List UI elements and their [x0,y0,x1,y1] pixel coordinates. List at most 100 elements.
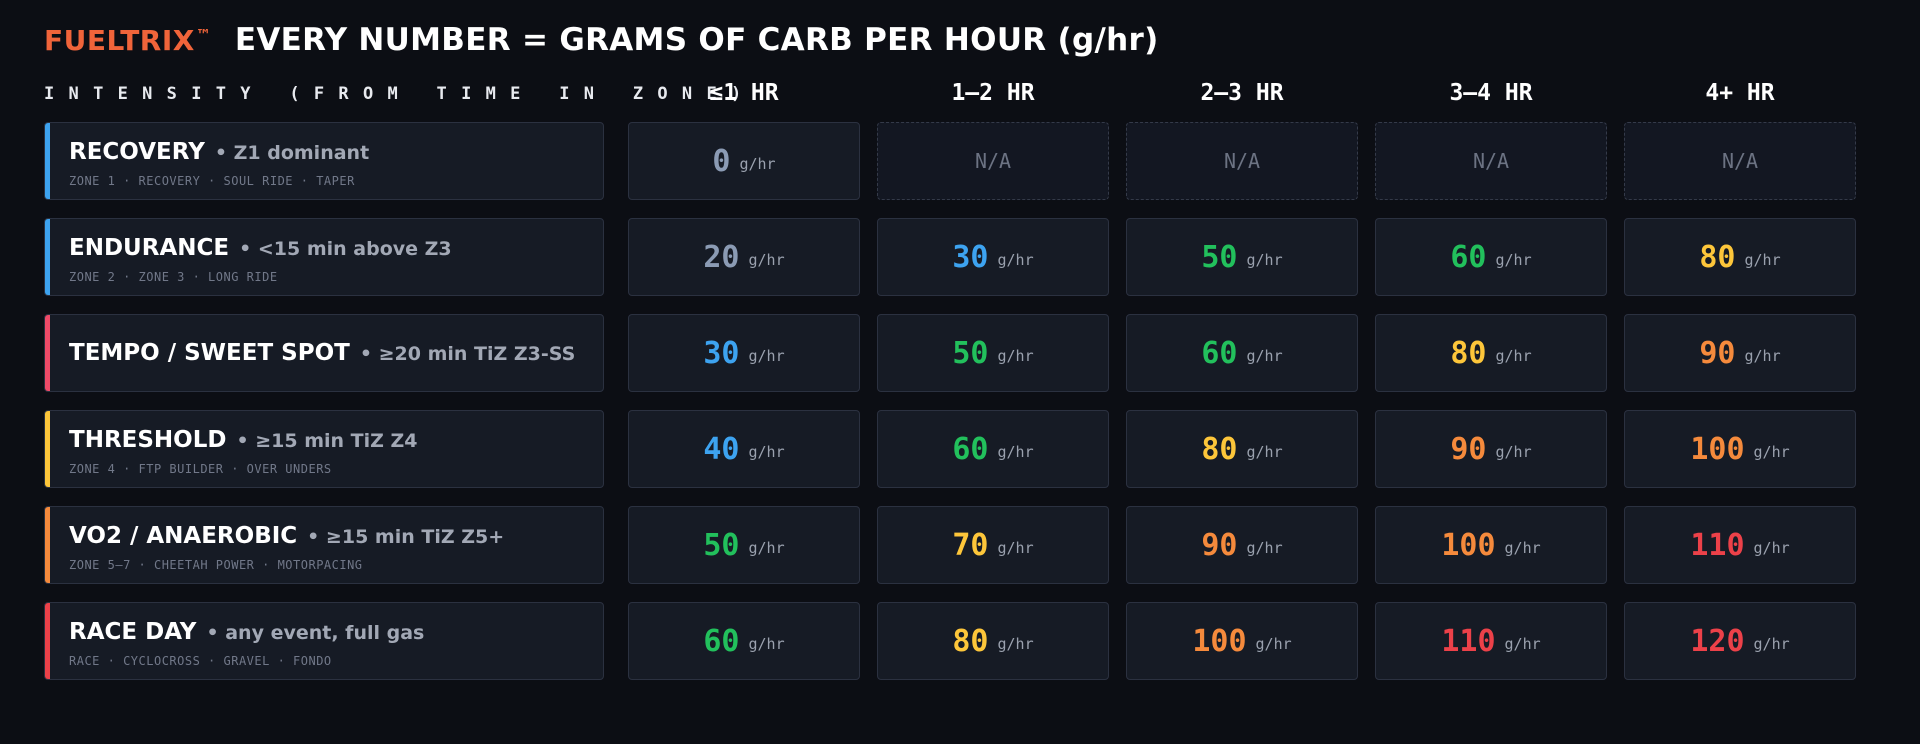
intensity-accent-bar [45,603,50,679]
intensity-name: VO2 / ANAEROBIC [69,523,298,549]
intensity-workout-types: ZONE 4 · FTP BUILDER · OVER UNDERS [69,462,332,476]
carb-rate-unit: g/hr [748,539,785,557]
carb-rate-cell: 80 g/hr [1375,314,1607,392]
carb-rate-cell-na: N/A [1624,122,1856,200]
intensity-accent-bar [45,507,50,583]
carb-rate-cell: 40 g/hr [628,410,860,488]
carb-rate-unit: g/hr [1753,539,1790,557]
intensity-criteria: • any event, full gas [206,622,425,644]
carb-rate-value: 60 [952,431,989,467]
brand-logo: FUELTRIX [44,23,195,57]
carb-rate-unit: g/hr [1246,251,1283,269]
carb-rate-value: 80 [1699,239,1736,275]
carb-rate-cell: 60 g/hr [1375,218,1607,296]
intensity-row-label: RECOVERY • Z1 dominant ZONE 1 · RECOVERY ·… [44,122,604,200]
carb-rate-unit: g/hr [1744,347,1781,365]
carb-rate-cell: 70 g/hr [877,506,1109,584]
carb-rate-value: 100 [1192,623,1247,659]
not-applicable-text: N/A [974,149,1012,173]
carb-rate-unit: g/hr [997,635,1034,653]
carb-rate-value: 80 [952,623,989,659]
duration-column-header: 4+ HR [1705,80,1775,106]
intensity-accent-bar [45,219,50,295]
carb-rate-cell: 120 g/hr [1624,602,1856,680]
carb-rate-value: 110 [1441,623,1496,659]
carb-rate-value: 90 [1450,431,1487,467]
header: FUELTRIX ™ EVERY NUMBER = GRAMS OF CARB … [44,20,1159,60]
carb-rate-value: 100 [1690,431,1745,467]
carb-rate-unit: g/hr [748,635,785,653]
carb-rate-unit: g/hr [1246,539,1283,557]
carb-rate-unit: g/hr [997,539,1034,557]
intensity-name: ENDURANCE [69,235,230,261]
carb-rate-cell: 80 g/hr [1126,410,1358,488]
intensity-row-label: THRESHOLD • ≥15 min TiZ Z4 ZONE 4 · FTP BU… [44,410,604,488]
carb-rate-value: 60 [1450,239,1487,275]
brand-trademark: ™ [195,26,211,44]
carb-rate-cell: 80 g/hr [877,602,1109,680]
carb-rate-value: 50 [1201,239,1238,275]
carb-rate-unit: g/hr [997,347,1034,365]
carb-rate-cell: 60 g/hr [628,602,860,680]
carb-rate-unit: g/hr [997,251,1034,269]
carb-rate-cell: 0 g/hr [628,122,860,200]
carb-rate-unit: g/hr [1246,443,1283,461]
duration-column-header: 2–3 HR [1200,80,1284,106]
carb-rate-cell: 110 g/hr [1624,506,1856,584]
carb-rate-value: 60 [703,623,740,659]
intensity-name: THRESHOLD [69,427,227,453]
carb-rate-cell: 100 g/hr [1624,410,1856,488]
intensity-name: RACE DAY [69,619,197,645]
carb-rate-cell: 50 g/hr [1126,218,1358,296]
carb-rate-cell: 110 g/hr [1375,602,1607,680]
carb-rate-cell: 100 g/hr [1126,602,1358,680]
carb-rate-unit: g/hr [1495,443,1532,461]
intensity-accent-bar [45,123,50,199]
intensity-row-label: RACE DAY • any event, full gas RACE · CYCL… [44,602,604,680]
carb-rate-unit: g/hr [1495,251,1532,269]
intensity-workout-types: ZONE 1 · RECOVERY · SOUL RIDE · TAPER [69,174,355,188]
carb-rate-cell: 30 g/hr [628,314,860,392]
intensity-criteria: • <15 min above Z3 [239,238,452,260]
carb-rate-value: 30 [703,335,740,371]
page-title: EVERY NUMBER = GRAMS OF CARB PER HOUR (g… [234,22,1159,58]
carb-rate-value: 80 [1450,335,1487,371]
carb-rate-unit: g/hr [748,443,785,461]
carb-rate-cell: 50 g/hr [877,314,1109,392]
intensity-title-line: THRESHOLD • ≥15 min TiZ Z4 [69,427,418,453]
carb-rate-unit: g/hr [1255,635,1292,653]
carb-rate-value: 20 [703,239,740,275]
carb-rate-unit: g/hr [1744,251,1781,269]
carb-rate-value: 40 [703,431,740,467]
intensity-title-line: VO2 / ANAEROBIC • ≥15 min TiZ Z5+ [69,523,504,549]
intensity-accent-bar [45,411,50,487]
not-applicable-text: N/A [1472,149,1510,173]
intensity-workout-types: ZONE 2 · ZONE 3 · LONG RIDE [69,270,278,284]
carb-rate-value: 120 [1690,623,1745,659]
intensity-title-line: RACE DAY • any event, full gas [69,619,424,645]
carb-rate-unit: g/hr [739,155,776,173]
carb-rate-value: 100 [1441,527,1496,563]
carb-rate-value: 50 [703,527,740,563]
carb-rate-unit: g/hr [1495,347,1532,365]
carb-rate-cell: 80 g/hr [1624,218,1856,296]
carb-rate-value: 70 [952,527,989,563]
carb-rate-value: 50 [952,335,989,371]
intensity-criteria: • ≥15 min TiZ Z5+ [307,526,505,548]
duration-column-header: ≤1 HR [709,80,779,106]
carb-rate-cell: 60 g/hr [877,410,1109,488]
intensity-accent-bar [45,315,50,391]
intensity-criteria: • ≥20 min TiZ Z3-SS [359,343,576,365]
carb-rate-value: 80 [1201,431,1238,467]
duration-column-header: 3–4 HR [1449,80,1533,106]
intensity-criteria: • ≥15 min TiZ Z4 [236,430,418,452]
carb-rate-unit: g/hr [1246,347,1283,365]
carb-rate-cell: 90 g/hr [1375,410,1607,488]
intensity-row-label: ENDURANCE • <15 min above Z3 ZONE 2 · ZONE… [44,218,604,296]
not-applicable-text: N/A [1721,149,1759,173]
intensity-row-label: TEMPO / SWEET SPOT • ≥20 min TiZ Z3-SS [44,314,604,392]
carb-rate-value: 90 [1201,527,1238,563]
intensity-column-header: INTENSITY (FROM TIME IN ZONE) [44,84,756,104]
carb-rate-value: 30 [952,239,989,275]
carb-rate-cell: 90 g/hr [1624,314,1856,392]
